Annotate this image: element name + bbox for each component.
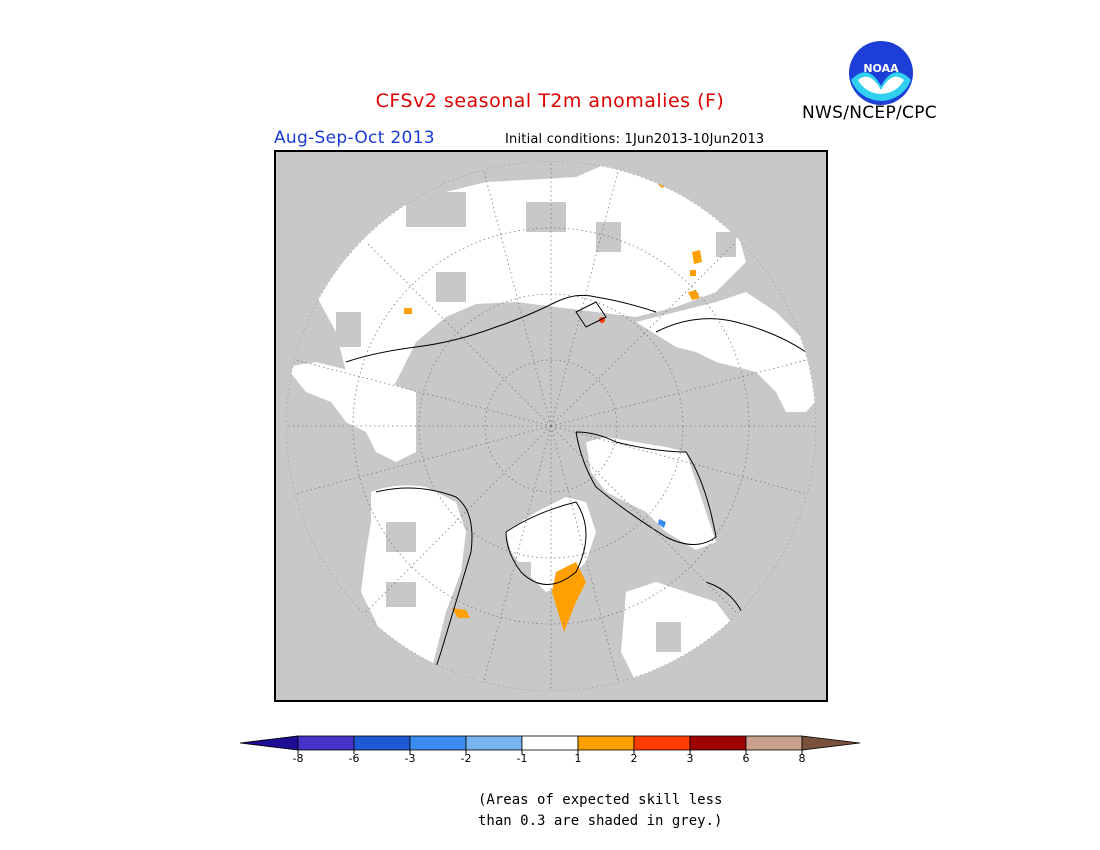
colorbar-segment: [689, 735, 747, 751]
colorbar-segment: [577, 735, 635, 751]
colorbar-tick-label: 6: [742, 752, 750, 765]
graticule: [276, 152, 826, 700]
polar-map-svg: [276, 152, 826, 700]
colorbar-tick-label: -6: [348, 752, 360, 765]
colorbar-tick-label: 3: [686, 752, 694, 765]
colorbar-segment: [297, 735, 355, 751]
footnote-line-2: than 0.3 are shaded in grey.): [478, 813, 723, 829]
low-skill-patches: [336, 192, 736, 652]
colorbar-tick-label: 8: [798, 752, 806, 765]
colorbar-tick-label: -8: [292, 752, 304, 765]
projection-mask: [276, 152, 826, 700]
colorbar-segment: [409, 735, 467, 751]
colorbar-tick-label: -3: [404, 752, 416, 765]
colorbar-segment: [521, 735, 579, 751]
polar-map: [274, 150, 828, 702]
colorbar-arrow-high: [801, 735, 861, 751]
colorbar-segment: [465, 735, 523, 751]
initial-conditions: Initial conditions: 1Jun2013-10Jun2013: [505, 132, 765, 147]
colorbar-segment: [353, 735, 411, 751]
colorbar-tick-label: -2: [460, 752, 472, 765]
footnote-line-1: (Areas of expected skill less: [478, 792, 723, 808]
colorbar-segment: [633, 735, 691, 751]
colorbar-segment: [745, 735, 803, 751]
colorbar-arrow-low: [240, 735, 299, 751]
colorbar-segments: [240, 735, 861, 754]
colorbar-tick-label: -1: [516, 752, 528, 765]
colorbar-tick-label: 1: [574, 752, 582, 765]
cool-anomaly-spot: [658, 519, 666, 528]
forecast-period: Aug-Sep-Oct 2013: [274, 128, 435, 148]
noaa-logo: NOAA: [848, 40, 914, 106]
colorbar: [240, 735, 861, 754]
logo-text: NOAA: [863, 62, 899, 75]
skill-footnote: (Areas of expected skill less than 0.3 a…: [478, 790, 738, 832]
colorbar-tick-label: 2: [630, 752, 638, 765]
agency-label: NWS/NCEP/CPC: [802, 103, 937, 123]
map-title: CFSv2 seasonal T2m anomalies (F): [375, 90, 725, 112]
